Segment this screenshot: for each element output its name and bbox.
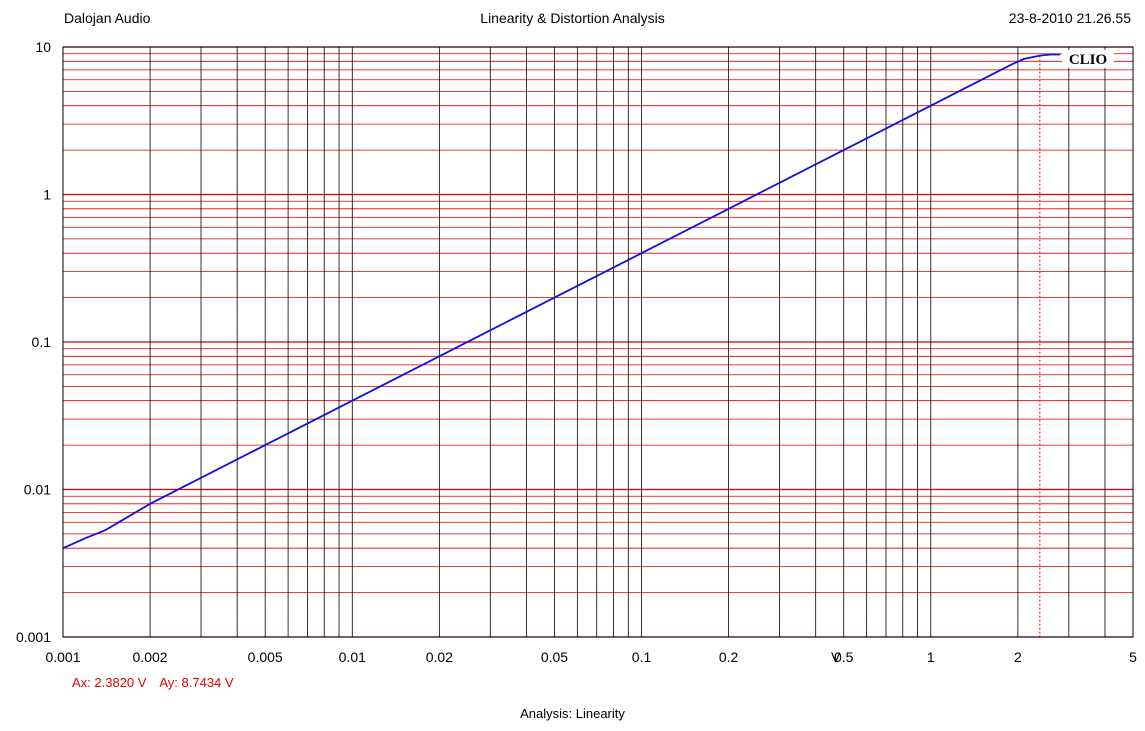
y-tick-label: 0.1 xyxy=(32,334,52,350)
annotation-layer: CLIO xyxy=(1062,50,1114,68)
x-tick-label: 0.01 xyxy=(339,649,366,665)
x-tick-label: 5 xyxy=(1129,649,1137,665)
x-tick-label: 0.002 xyxy=(133,649,168,665)
x-tick-labels: 0.001 0.002 0.005 0.01 0.02 0.05 0.1 0.2 0.5 1 2 5 V xyxy=(45,649,1137,665)
x-axis-label: V xyxy=(831,649,841,665)
x-tick-label: 0.001 xyxy=(45,649,80,665)
cursor-ax: Ax: 2.3820 V xyxy=(72,675,147,690)
series-layer xyxy=(62,53,1061,550)
plot-frame xyxy=(62,46,1134,638)
x-tick-label: 0.05 xyxy=(541,649,568,665)
x-tick-label: 0.1 xyxy=(632,649,652,665)
header-timestamp: 23-8-2010 21.26.55 xyxy=(1008,10,1131,26)
annotation-bg xyxy=(1062,50,1114,68)
y-grid xyxy=(63,46,1133,638)
x-tick-label: 0.2 xyxy=(719,649,739,665)
x-tick-label: 0.005 xyxy=(248,649,283,665)
footer-analysis: Analysis: Linearity xyxy=(520,706,625,721)
x-grid xyxy=(149,47,1106,637)
x-tick-label: 0.5 xyxy=(834,649,854,665)
x-tick-label: 1 xyxy=(927,649,935,665)
cursor-ay: Ay: 8.7434 V xyxy=(159,675,234,690)
chart-title: Linearity & Distortion Analysis xyxy=(480,10,665,26)
y-tick-label: 10 xyxy=(35,39,51,55)
header-company: Dalojan Audio xyxy=(64,10,151,26)
y-tick-label: 0.001 xyxy=(16,629,51,645)
clio-label: CLIO xyxy=(1069,52,1107,68)
y-tick-label: 0.01 xyxy=(24,482,51,498)
series-line-0 xyxy=(62,53,1061,550)
x-tick-label: 0.02 xyxy=(426,649,453,665)
y-tick-label: 1 xyxy=(43,187,51,203)
x-tick-label: 2 xyxy=(1014,649,1022,665)
cursor-readout: Ax: 2.3820 V Ay: 8.7434 V xyxy=(72,675,244,690)
y-tick-labels: 0.001 0.01 0.1 1 10 xyxy=(16,39,51,645)
